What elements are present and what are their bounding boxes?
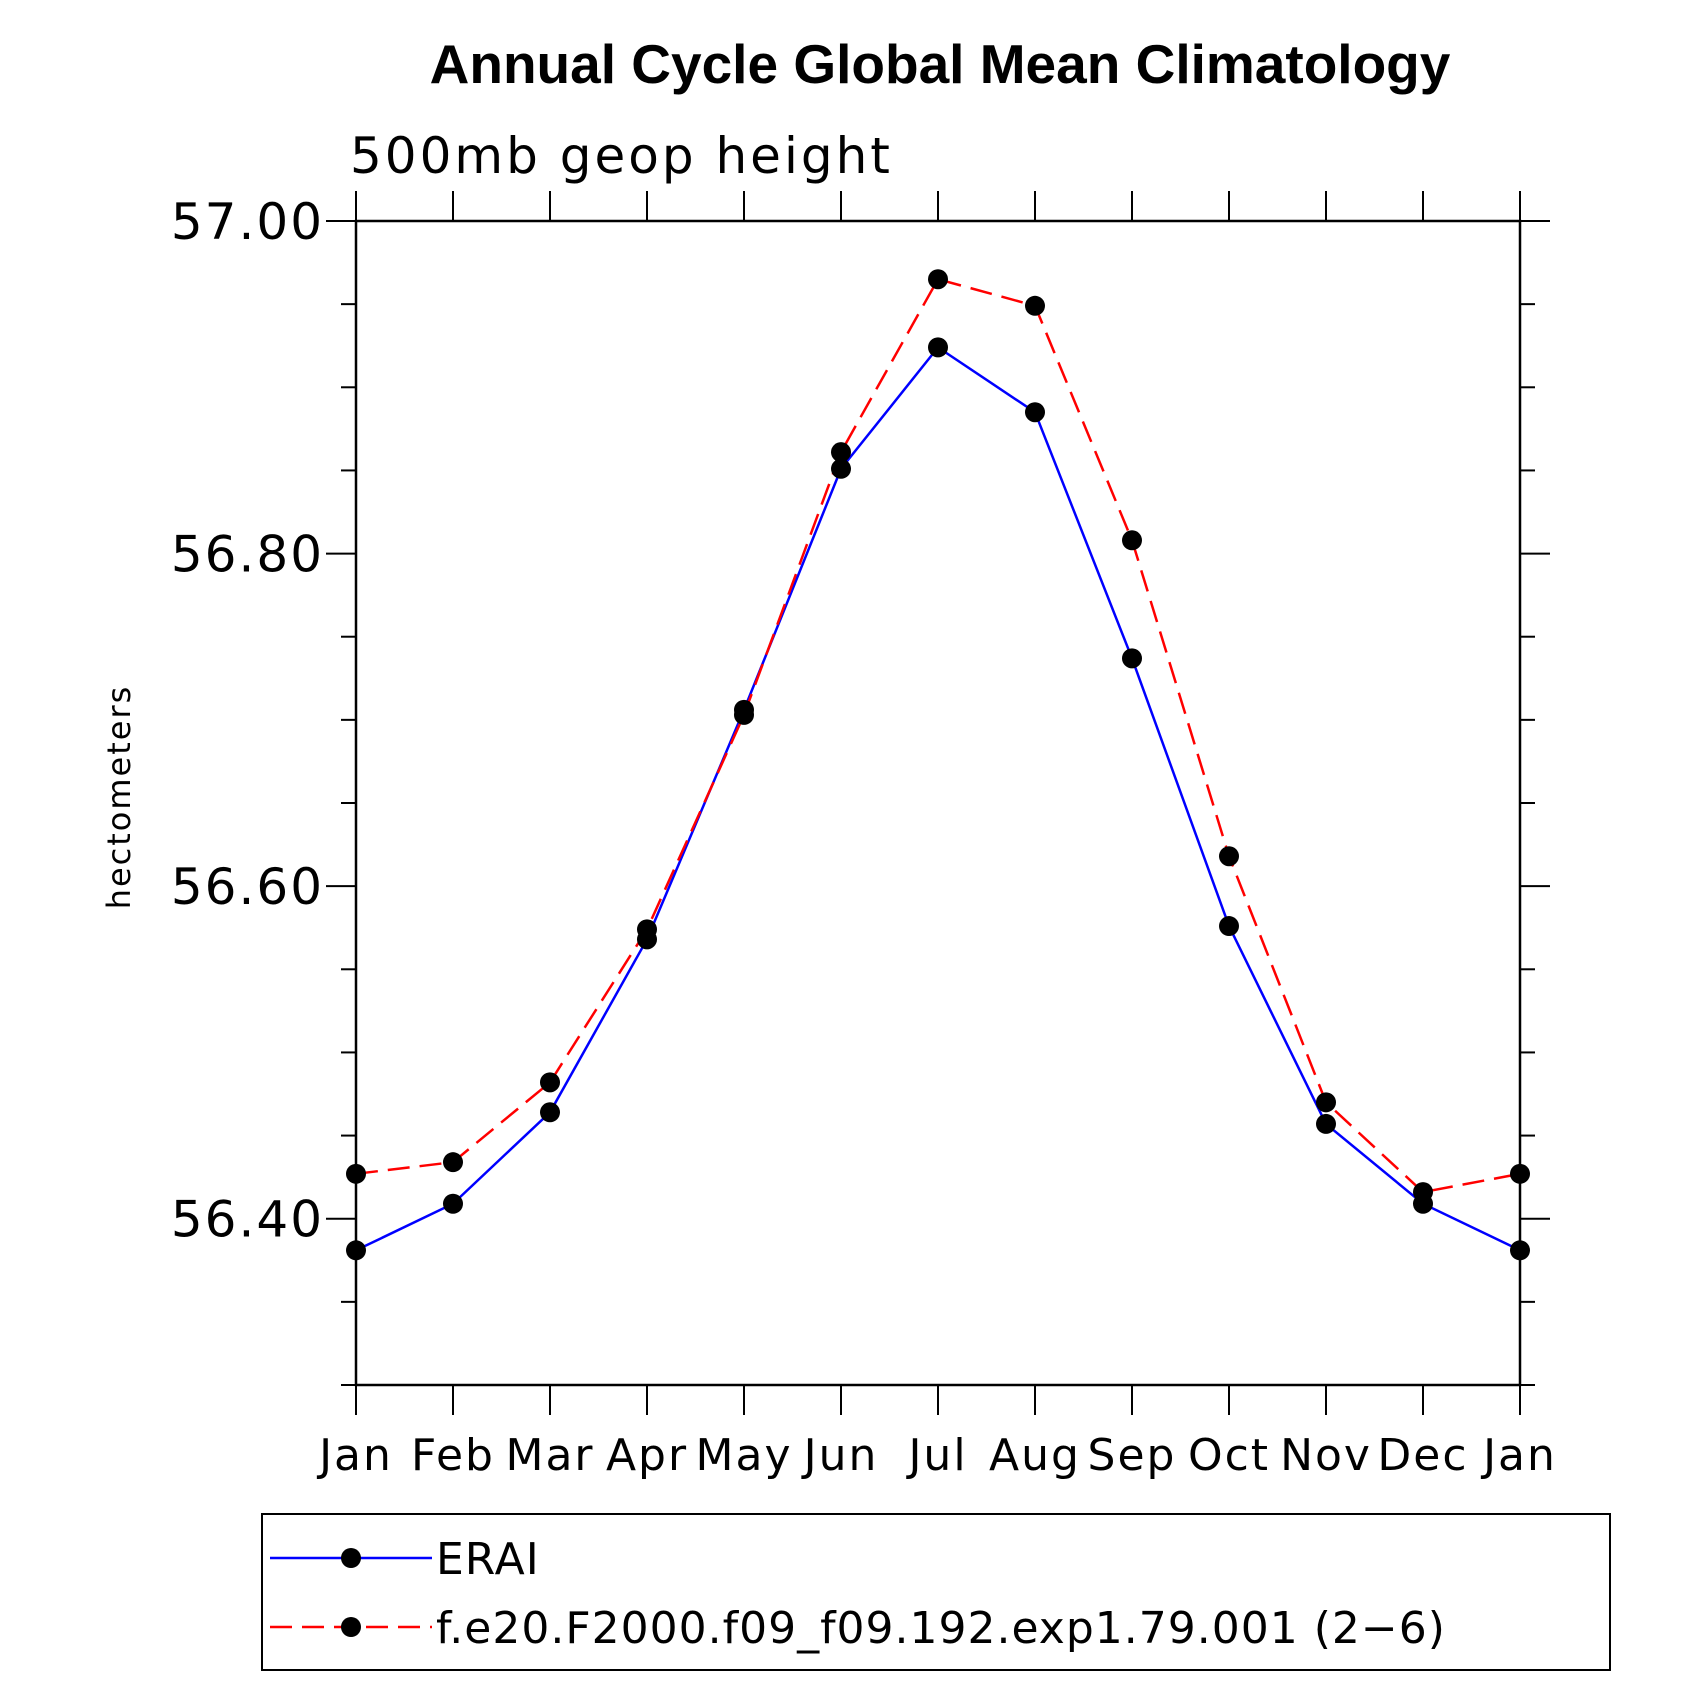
data-point-s1-4 [734,704,754,725]
legend-label-erai: ERAI [436,1534,540,1585]
x-tick-label: May [696,1430,793,1481]
axes: 56.40 56.60 56.80 57.00 Jan Feb Mar Apr May Jun Ju… [171,191,1557,1481]
data-point-s0-5 [831,458,851,479]
x-tick-label: Nov [1280,1430,1372,1481]
data-point-s1-9 [1219,846,1239,867]
x-tick-label: Aug [989,1430,1081,1481]
x-tick-label: Sep [1088,1430,1177,1481]
chart-title: Annual Cycle Global Mean Climatology [430,33,1451,95]
legend-marker-erai [341,1548,361,1568]
data-point-s0-12 [1510,1240,1530,1261]
legend: ERAI f.e20.F2000.f09_f09.192.exp1.79.001… [261,1513,1611,1671]
x-tick-label: Dec [1377,1430,1468,1481]
legend-box [261,1513,1611,1671]
data-point-s1-5 [831,442,851,463]
data-point-s0-8 [1122,648,1142,669]
y-tick-label: 56.80 [171,526,324,584]
x-tick-label: Jun [801,1430,879,1481]
data-point-s1-1 [443,1152,463,1173]
x-tick-label: Mar [505,1430,594,1481]
data-point-s1-12 [1510,1163,1530,1184]
series-line-0 [355,345,1521,1252]
series-layer [346,269,1530,1261]
data-point-s1-7 [1025,295,1045,316]
x-tick-label: Jul [905,1430,967,1481]
x-tick-label: Oct [1188,1430,1270,1481]
legend-marker-model [341,1617,361,1637]
data-point-s0-10 [1316,1113,1336,1134]
series-line-1 [355,277,1521,1194]
data-point-s1-10 [1316,1092,1336,1113]
x-tick-label: Jan [1480,1430,1557,1481]
y-tick-label: 56.40 [171,1191,324,1249]
legend-label-model: f.e20.F2000.f09_f09.192.exp1.79.001 (2−6… [436,1603,1446,1654]
data-point-s0-7 [1025,402,1045,423]
plot-frame [354,219,1522,1387]
y-tick-label: 57.00 [171,193,324,251]
data-point-s1-8 [1122,530,1142,551]
x-tick-label: Feb [411,1430,495,1481]
data-point-s1-11 [1413,1182,1433,1203]
x-tick-label: Apr [606,1430,688,1481]
y-tick-label: 56.60 [171,858,324,916]
x-tick-label: Jan [316,1430,393,1481]
data-point-s0-0 [346,1240,366,1261]
data-point-s1-6 [928,269,948,290]
data-point-s0-1 [443,1193,463,1214]
data-point-s0-6 [928,337,948,358]
data-point-s1-3 [637,919,657,940]
data-point-s1-0 [346,1163,366,1184]
data-point-s0-2 [540,1102,560,1123]
y-axis-label: hectometers [100,685,138,910]
data-point-s0-9 [1219,916,1239,937]
data-point-s1-2 [540,1072,560,1093]
chart-subtitle: 500mb geop height [350,127,893,185]
